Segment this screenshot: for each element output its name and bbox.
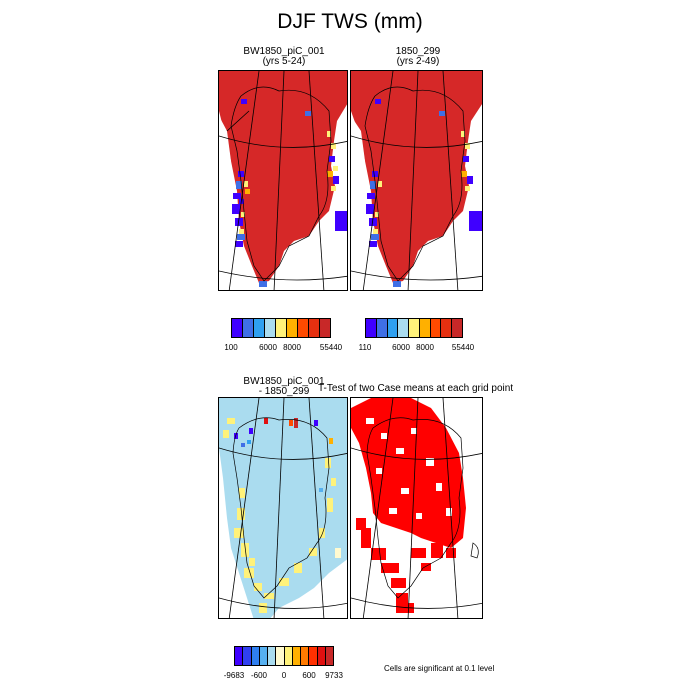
map-panel-4 xyxy=(350,397,483,619)
panel2-title-line1: 1850_299 xyxy=(395,46,441,57)
map-3-extreme-cells xyxy=(234,418,341,558)
map-1-ice-sheet xyxy=(219,71,347,283)
colorbar-3-box xyxy=(243,647,252,665)
colorbar-2-label-6000: 6000 xyxy=(392,343,410,352)
map-3-positive-cells xyxy=(223,418,336,613)
map-panel-3 xyxy=(218,397,348,619)
map-2-east-coast-cells xyxy=(375,99,482,231)
colorbar-2-label-8000: 8000 xyxy=(416,343,434,352)
colorbar-3-label-neg600: -600 xyxy=(250,671,268,680)
panel3-title: BW1850_piC_001 - 1850_299 xyxy=(199,377,369,397)
map-panel-2-svg xyxy=(351,71,482,290)
map-panel-3-svg xyxy=(219,398,347,618)
map-2-west-coast-cells xyxy=(366,171,401,287)
panel2-title-line2: (yrs 2-49) xyxy=(396,56,440,67)
map-4-graticule xyxy=(351,398,482,618)
colorbar-3-box xyxy=(292,647,301,665)
colorbar-3-box xyxy=(276,647,285,665)
panel2-title: 1850_299 (yrs 2-49) xyxy=(333,47,503,67)
colorbar-2-box xyxy=(409,319,420,337)
significance-note: Cells are significant at 0.1 level xyxy=(384,664,495,673)
colorbar-1-label-min: 100 xyxy=(224,343,238,352)
panel1-title: BW1850_piC_001 (yrs 5-24) xyxy=(199,47,369,67)
map-4-insignificant-gaps xyxy=(366,418,452,519)
colorbar-1-box xyxy=(320,319,330,337)
colorbar-2-box xyxy=(430,319,442,337)
colorbar-2-box xyxy=(398,319,410,337)
colorbar-3-box xyxy=(309,647,318,665)
colorbar-2-box xyxy=(387,319,399,337)
colorbar-3-label-zero: 0 xyxy=(281,671,287,680)
colorbar-3-box xyxy=(251,647,260,665)
colorbar-1-label-6000: 6000 xyxy=(259,343,277,352)
colorbar-2-label-min: 110 xyxy=(358,343,372,352)
colorbar-2 xyxy=(365,318,463,338)
map-panel-4-svg xyxy=(351,398,482,618)
panel3-title-line2: - 1850_299 xyxy=(258,386,310,397)
panel1-title-line2: (yrs 5-24) xyxy=(262,56,306,67)
colorbar-1-label-8000: 8000 xyxy=(283,343,301,352)
colorbar-3-box xyxy=(268,647,277,665)
colorbar-2-box xyxy=(441,319,453,337)
map-1-east-coast-cells xyxy=(241,99,347,231)
map-4-significant-cells xyxy=(351,398,466,613)
colorbar-3-box xyxy=(301,647,310,665)
panel1-title-line1: BW1850_piC_001 xyxy=(243,46,325,57)
colorbar-1-box xyxy=(309,319,320,337)
colorbar-3-box xyxy=(325,647,333,665)
map-1-graticule xyxy=(219,71,347,290)
colorbar-3-box xyxy=(284,647,293,665)
panel4-title: T-Test of two Case means at each grid po… xyxy=(318,383,514,394)
colorbar-1-label-max: 55440 xyxy=(319,343,343,352)
map-1-northwest-land xyxy=(219,71,279,99)
colorbar-3-label-600: 600 xyxy=(302,671,316,680)
colorbar-1-box xyxy=(287,319,298,337)
colorbar-2-box xyxy=(376,319,388,337)
colorbar-3-label-max: 9733 xyxy=(325,671,343,680)
colorbar-3-box xyxy=(259,647,268,665)
figure-title: DJF TWS (mm) xyxy=(277,10,423,33)
map-3-graticule xyxy=(219,398,347,618)
colorbar-3-label-min: -9683 xyxy=(223,671,245,680)
map-panel-1-svg xyxy=(219,71,347,290)
colorbar-2-label-max: 55440 xyxy=(451,343,475,352)
map-2-ice-sheet xyxy=(351,71,482,283)
colorbar-2-box xyxy=(366,319,377,337)
colorbar-1-box xyxy=(232,319,243,337)
panel3-title-line1: BW1850_piC_001 xyxy=(243,376,325,387)
map-2-graticule xyxy=(351,71,482,290)
colorbar-1-box xyxy=(254,319,265,337)
map-panel-1 xyxy=(218,70,348,291)
colorbar-1-box xyxy=(265,319,276,337)
colorbar-1 xyxy=(231,318,331,338)
colorbar-3-box xyxy=(235,647,244,665)
colorbar-3-box xyxy=(317,647,326,665)
colorbar-1-box xyxy=(298,319,309,337)
colorbar-1-box xyxy=(276,319,287,337)
map-panel-2 xyxy=(350,70,483,291)
colorbar-2-box xyxy=(452,319,463,337)
colorbar-3 xyxy=(234,646,334,666)
colorbar-2-box xyxy=(419,319,431,337)
colorbar-1-box xyxy=(243,319,254,337)
